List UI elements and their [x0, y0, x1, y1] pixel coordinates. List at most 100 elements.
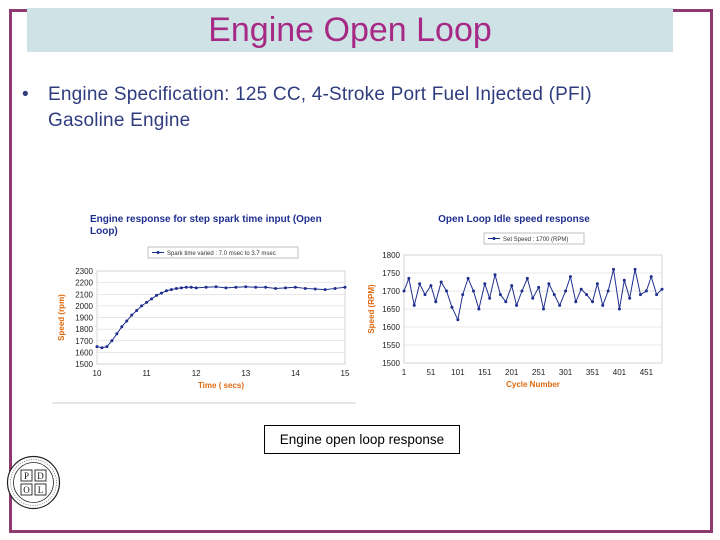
data-point	[547, 282, 551, 286]
data-point	[461, 293, 465, 297]
data-point	[135, 309, 139, 313]
data-point	[628, 296, 632, 300]
data-point	[155, 293, 159, 297]
y-tick-label: 1750	[382, 269, 400, 278]
y-tick-label: 1650	[382, 305, 400, 314]
data-point	[498, 293, 502, 297]
data-point	[100, 346, 104, 350]
data-point	[537, 285, 541, 289]
chart-title: Open Loop Idle speed response	[438, 214, 590, 225]
y-tick-label: 1550	[382, 341, 400, 350]
data-point	[412, 303, 416, 307]
legend-label: Spark time varied : 7.0 msec to 3.7 msec	[167, 251, 276, 257]
y-tick-label: 2200	[75, 279, 93, 288]
chart-title: Loop)	[90, 226, 118, 237]
data-point	[450, 305, 454, 309]
data-point	[234, 285, 238, 289]
idle-speed-response-chart: Open Loop Idle speed response Set Speed :…	[367, 214, 664, 389]
data-point	[164, 289, 168, 293]
data-point	[649, 275, 653, 279]
data-point	[585, 293, 589, 297]
y-tick-label: 1700	[75, 337, 93, 346]
data-point	[568, 275, 572, 279]
legend-box	[483, 232, 585, 245]
x-tick-label: 251	[532, 368, 546, 377]
data-point	[542, 307, 546, 311]
data-point	[622, 278, 626, 282]
data-point	[456, 318, 460, 322]
y-tick-label: 1900	[75, 314, 93, 323]
data-point	[574, 300, 578, 304]
data-point	[130, 313, 134, 317]
data-point	[612, 267, 616, 271]
data-point	[174, 286, 178, 290]
figure-caption: Engine open loop response	[264, 425, 460, 454]
x-tick-label: 12	[192, 369, 201, 378]
data-point	[644, 289, 648, 293]
data-point	[244, 285, 248, 289]
data-point	[150, 297, 154, 301]
data-point	[510, 284, 514, 288]
data-point	[531, 296, 535, 300]
y-tick-label: 2100	[75, 290, 93, 299]
data-point	[264, 285, 268, 289]
legend-label: Set Speed : 1700 (RPM)	[503, 237, 568, 243]
x-axis-label: Cycle Number	[506, 380, 560, 389]
data-point	[606, 289, 610, 293]
data-point	[504, 300, 508, 304]
y-tick-label: 1500	[382, 359, 400, 368]
data-point	[204, 285, 208, 289]
chart-title: Engine response for step spark time inpu…	[90, 214, 322, 225]
data-point	[254, 285, 258, 289]
y-tick-label: 1800	[382, 251, 400, 260]
data-point	[159, 291, 163, 295]
logo-letter: O	[23, 485, 30, 495]
data-point	[423, 293, 427, 297]
data-point	[110, 339, 114, 343]
data-point	[189, 285, 193, 289]
data-point	[115, 332, 119, 336]
logo-box	[20, 469, 33, 482]
bullet-text: Engine Specification: 125 CC, 4-Stroke P…	[48, 84, 592, 131]
logo-box	[34, 483, 47, 496]
legend-box	[147, 246, 299, 259]
x-tick-label: 10	[93, 369, 102, 378]
data-point	[483, 282, 487, 286]
x-tick-label: 51	[426, 368, 435, 377]
y-tick-label: 2300	[75, 267, 93, 276]
x-tick-label: 15	[341, 369, 350, 378]
x-tick-label: 351	[586, 368, 600, 377]
data-point	[601, 303, 605, 307]
logo-letter: L	[38, 485, 44, 495]
x-tick-label: 11	[142, 369, 151, 378]
data-point	[214, 285, 218, 289]
x-tick-label: 13	[241, 369, 250, 378]
data-point	[660, 287, 664, 291]
data-point	[445, 289, 449, 293]
title-band: Engine Open Loop	[27, 8, 673, 52]
logo-box	[34, 469, 47, 482]
data-point	[402, 289, 406, 293]
legend-marker	[156, 251, 160, 254]
x-tick-label: 301	[559, 368, 573, 377]
data-point	[579, 287, 583, 291]
y-axis-label: Speed (RPM)	[367, 284, 376, 334]
data-point	[439, 280, 443, 284]
data-point	[429, 284, 433, 288]
data-point	[617, 307, 621, 311]
data-point	[323, 288, 327, 292]
data-point	[179, 286, 183, 290]
data-point	[333, 286, 337, 290]
data-point	[471, 289, 475, 293]
data-point	[515, 303, 519, 307]
data-point	[283, 286, 287, 290]
data-point	[434, 300, 438, 304]
data-point	[313, 287, 317, 291]
data-point	[303, 286, 307, 290]
data-point	[184, 285, 188, 289]
data-point	[169, 288, 173, 292]
data-point	[633, 267, 637, 271]
y-axis-label: Speed (rpm)	[57, 294, 66, 341]
x-tick-label: 151	[478, 368, 492, 377]
y-tick-label: 2000	[75, 302, 93, 311]
